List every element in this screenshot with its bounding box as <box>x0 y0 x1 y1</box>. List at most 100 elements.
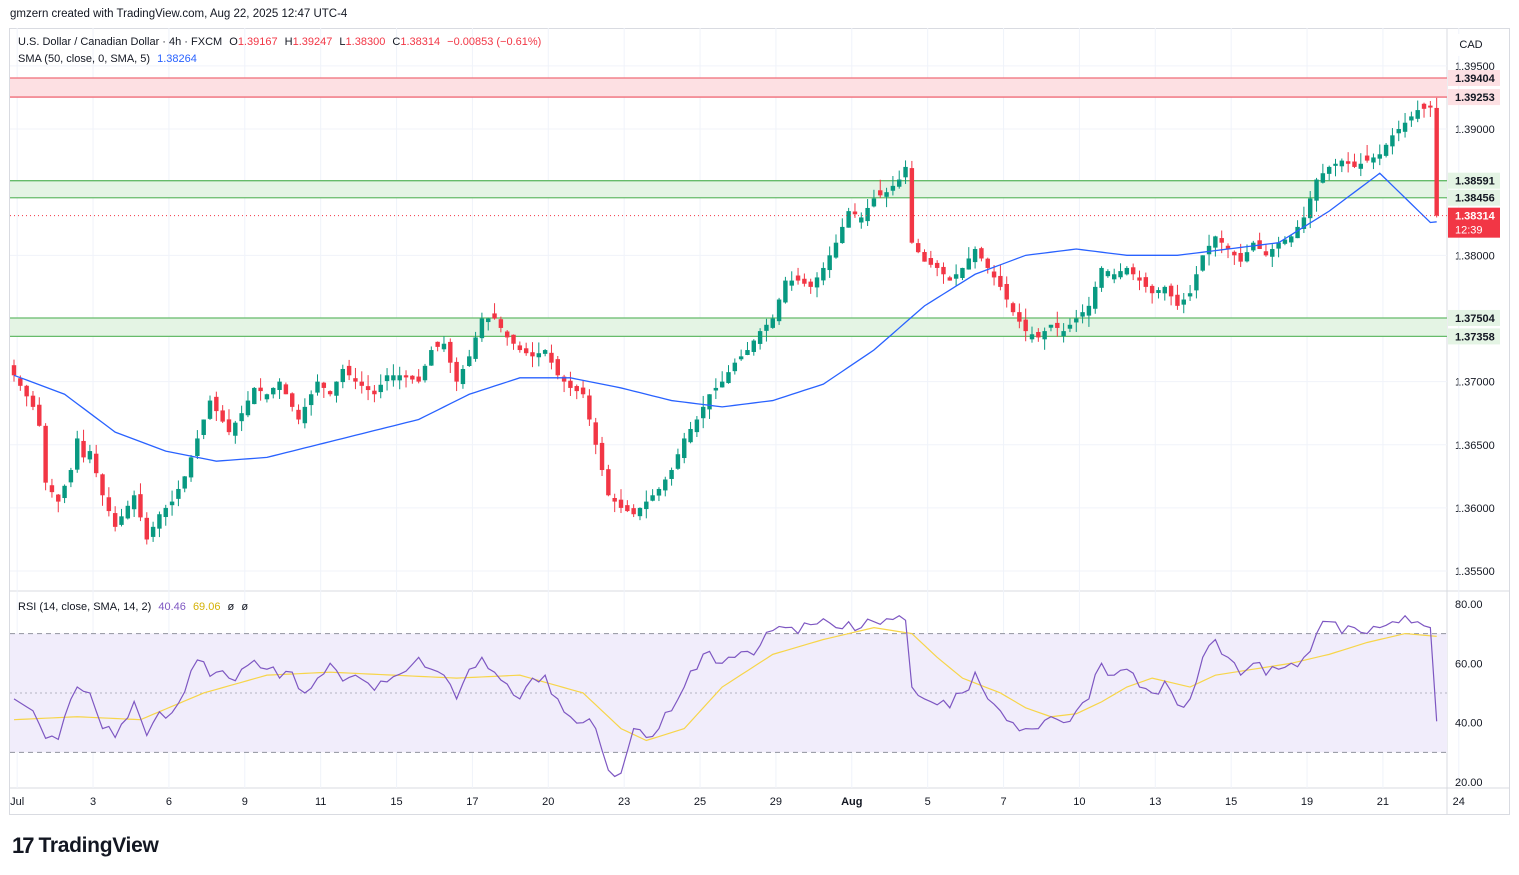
candle-body <box>941 266 946 275</box>
candle-body <box>726 372 731 384</box>
candle-body <box>1263 251 1269 256</box>
symbol-name[interactable]: U.S. Dollar / Canadian Dollar · 4h · FXC… <box>18 36 223 48</box>
candle-body <box>1061 331 1066 337</box>
time-tick-label: 3 <box>90 796 96 808</box>
bar-countdown-label: 12:39 <box>1455 225 1483 237</box>
chart-frame[interactable] <box>9 28 1510 815</box>
sma-legend[interactable]: SMA (50, close, 0, SMA, 5) 1.38264 <box>18 53 201 65</box>
candle-body <box>87 451 93 460</box>
candle-body <box>378 384 383 393</box>
candle-body <box>542 350 548 354</box>
candle-body <box>1111 274 1117 280</box>
candle-body <box>1055 322 1060 328</box>
symbol-legend: U.S. Dollar / Canadian Dollar · 4h · FXC… <box>18 36 545 48</box>
candle-body <box>574 386 579 392</box>
candle-body <box>435 341 440 347</box>
candle-body <box>1156 290 1161 293</box>
candle-body <box>580 387 586 395</box>
time-tick-label: 24 <box>1453 796 1465 808</box>
candle-body <box>934 262 940 268</box>
candle-body <box>245 400 251 416</box>
candle-body <box>11 365 17 376</box>
candle-body <box>119 516 124 525</box>
candle-body <box>783 280 788 303</box>
time-tick-label: 23 <box>618 796 630 808</box>
candle-body <box>1213 236 1218 248</box>
candle-body <box>296 409 301 420</box>
candle-body <box>1364 155 1370 161</box>
time-tick-label: 15 <box>1225 796 1237 808</box>
candle-body <box>353 378 358 382</box>
candle-body <box>1143 277 1149 287</box>
candle-body <box>1415 110 1420 119</box>
candle-body <box>897 179 902 187</box>
support-price-tag <box>1448 172 1500 189</box>
candle-body <box>517 345 523 351</box>
candle-body <box>131 495 137 510</box>
candle-body <box>719 381 725 388</box>
candle-body <box>827 255 832 271</box>
candle-body <box>1238 252 1243 262</box>
time-tick-label: Jul <box>10 796 24 808</box>
price-tick-label: 1.39000 <box>1455 124 1495 136</box>
candle-body <box>732 362 738 372</box>
candle-body <box>682 438 687 459</box>
candle-body <box>207 400 213 419</box>
candle-body <box>650 495 655 501</box>
candle-body <box>884 192 889 197</box>
candle-body <box>1067 324 1073 329</box>
candle-body <box>150 526 156 537</box>
candle-body <box>953 274 959 279</box>
rsi-legend[interactable]: RSI (14, close, SMA, 14, 2) 40.46 69.06 … <box>18 601 252 613</box>
candle-body <box>555 359 560 376</box>
candle-body <box>1042 331 1047 340</box>
candle-body <box>473 337 478 359</box>
candle-body <box>947 277 953 281</box>
candle-body <box>890 185 896 191</box>
candle-body <box>81 440 86 458</box>
candle-body <box>93 453 99 474</box>
candle-body <box>871 198 877 207</box>
time-tick-label: 20 <box>542 796 554 808</box>
tradingview-logo[interactable]: 17 TradingView <box>12 833 159 859</box>
candle-body <box>384 375 390 382</box>
rsi-band-fill <box>10 633 1447 753</box>
close-value: 1.38314 <box>400 36 441 48</box>
candle-body <box>833 242 839 258</box>
candle-body <box>1308 198 1313 219</box>
candle-body <box>106 497 112 512</box>
candle-body <box>1345 161 1351 164</box>
candle-body <box>814 277 820 288</box>
rsi-tick-label: 20.00 <box>1455 777 1483 789</box>
candle-body <box>536 353 542 358</box>
candle-body <box>523 348 529 354</box>
candle-body <box>530 352 535 357</box>
price-tick-label: 1.36500 <box>1455 440 1495 452</box>
close-label: C <box>392 36 401 48</box>
candle-body <box>1099 267 1104 288</box>
candle-body <box>840 226 845 244</box>
support-price-tag-label: 1.37504 <box>1455 313 1496 325</box>
candle-body <box>233 422 238 436</box>
candle-body <box>163 507 168 518</box>
candle-body <box>467 356 472 367</box>
resistance-price-tag <box>1448 89 1500 106</box>
last-price-tag <box>1448 207 1500 238</box>
resistance-price-tag-label: 1.39253 <box>1455 92 1495 104</box>
candle-body <box>138 494 143 518</box>
candle-body <box>764 324 769 331</box>
candle-body <box>214 396 219 412</box>
candle-body <box>334 381 339 396</box>
sma-value: 1.38264 <box>157 53 197 65</box>
candle-body <box>62 485 67 499</box>
candle-body <box>1320 173 1326 183</box>
price-tick-label: 1.39500 <box>1455 61 1495 73</box>
candle-body <box>492 313 497 319</box>
change-value: −0.00853 (−0.61%) <box>447 36 542 48</box>
currency-button[interactable]: CAD <box>1449 34 1493 56</box>
candle-body <box>745 350 750 355</box>
time-tick-label: 11 <box>315 796 326 808</box>
candle-body <box>1396 129 1401 134</box>
candle-body <box>18 378 23 386</box>
